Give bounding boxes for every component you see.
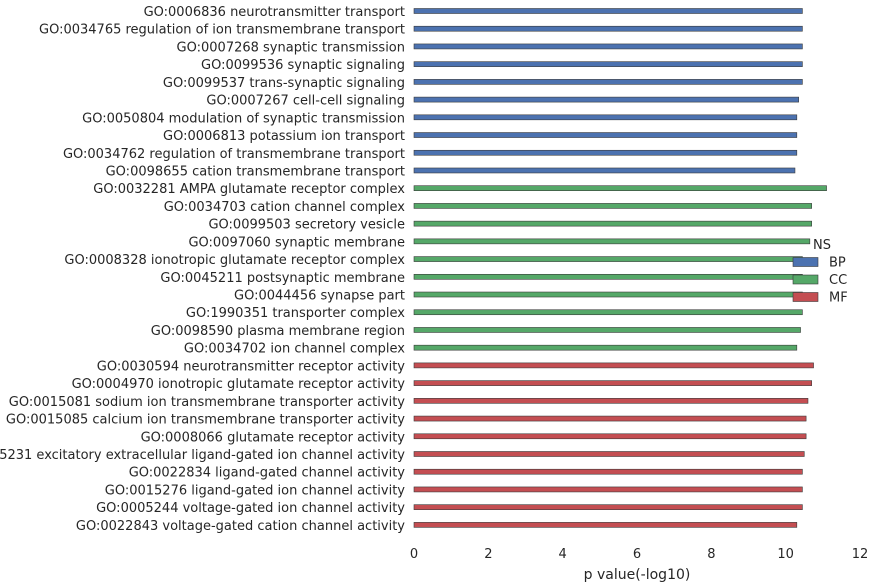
category-label: GO:0004970 ionotropic glutamate receptor… <box>72 377 406 392</box>
category-label: GO:0007268 synaptic transmission <box>177 40 405 55</box>
legend-title: NS <box>813 238 831 253</box>
bar <box>413 8 803 14</box>
category-label: GO:0034702 ion channel complex <box>184 342 405 357</box>
bar <box>413 96 799 103</box>
bar <box>413 522 798 528</box>
category-label: GO:0050804 modulation of synaptic transm… <box>82 111 405 126</box>
category-label: GO:0034762 regulation of transmembrane t… <box>63 147 405 162</box>
category-label: GO:0007267 cell-cell signaling <box>206 94 405 109</box>
bar <box>413 380 812 386</box>
bar <box>413 167 796 174</box>
category-label: GO:0044456 synapse part <box>234 289 405 304</box>
bar <box>413 362 814 369</box>
legend-swatch <box>792 274 819 285</box>
legend-swatch <box>792 292 819 302</box>
category-label: GO:0030594 neurotransmitter receptor act… <box>97 359 406 374</box>
category-label: GO:0006836 neurotransmitter transport <box>144 5 405 20</box>
category-label: GO:0005244 voltage-gated ion channel act… <box>96 501 405 516</box>
bar <box>413 504 803 510</box>
x-tick-label: 6 <box>633 547 641 562</box>
bar <box>413 61 803 67</box>
bar <box>413 273 803 280</box>
x-tick-label: 4 <box>559 547 567 562</box>
bar <box>413 43 803 50</box>
bar <box>413 451 805 457</box>
category-label: GO:0045211 postsynaptic membrane <box>160 271 405 286</box>
category-label: GO:0098590 plasma membrane region <box>151 324 405 339</box>
bar <box>413 468 803 475</box>
bar <box>413 238 811 245</box>
bar <box>413 185 827 191</box>
bar <box>413 132 798 138</box>
bar <box>413 415 807 422</box>
bar <box>413 256 803 262</box>
bar <box>413 433 807 440</box>
bar <box>413 327 801 333</box>
bar <box>413 114 798 121</box>
category-label: GO:0015081 sodium ion transmembrane tran… <box>9 395 405 410</box>
category-labels: GO:0006836 neurotransmitter transport GO:… <box>0 5 405 534</box>
bar <box>413 79 803 85</box>
category-label: GO:0006813 potassium ion transport <box>163 129 405 144</box>
bar <box>413 220 812 227</box>
x-axis-label: p value(-log10) <box>584 567 691 583</box>
category-label: GO:1990351 transporter complex <box>186 306 405 321</box>
category-label: GO:0032281 AMPA glutamate receptor compl… <box>93 182 405 197</box>
bars-group <box>413 8 827 528</box>
legend: NS BP CC MF <box>792 238 848 306</box>
category-label: GO:0097060 synaptic membrane <box>188 235 405 250</box>
bar <box>413 149 798 156</box>
category-label: GO:0022843 voltage-gated cation channel … <box>76 519 405 534</box>
category-label: GO:0022834 ligand-gated channel activity <box>129 466 406 481</box>
x-tick-label: 12 <box>852 547 869 562</box>
bar <box>413 291 803 298</box>
legend-label: MF <box>829 291 848 306</box>
bar <box>413 486 803 493</box>
legend-swatch <box>792 257 819 267</box>
bar <box>413 398 809 404</box>
legend-label: BP <box>829 256 846 271</box>
category-label: GO:0099537 trans-synaptic signaling <box>163 76 405 91</box>
category-label: GO:0015085 calcium ion transmembrane tra… <box>6 413 405 428</box>
x-tick-labels: 0 2 4 6 8 10 12 <box>410 547 868 562</box>
bar <box>413 25 803 32</box>
category-label: GO:0015276 ligand-gated ion channel acti… <box>105 483 406 498</box>
category-label: GO:0008066 glutamate receptor activity <box>141 430 406 445</box>
x-tick-label: 0 <box>410 547 418 562</box>
category-label: GO:0008328 ionotropic glutamate receptor… <box>64 253 405 268</box>
bar <box>413 344 798 351</box>
legend-label: CC <box>829 273 847 288</box>
bar <box>413 309 803 316</box>
category-label: GO:0099503 secretory vesicle <box>208 218 405 233</box>
category-label: GO:0005231 excitatory extracellular liga… <box>0 448 405 463</box>
category-label: GO:0099536 synaptic signaling <box>201 58 405 73</box>
x-tick-label: 8 <box>707 547 715 562</box>
x-tick-label: 2 <box>484 547 492 562</box>
x-tick-label: 10 <box>777 547 794 562</box>
category-label: GO:0034765 regulation of ion transmembra… <box>39 23 405 38</box>
category-label: GO:0098655 cation transmembrane transpor… <box>106 164 405 179</box>
category-label: GO:0034703 cation channel complex <box>164 200 406 215</box>
bar <box>413 203 812 209</box>
